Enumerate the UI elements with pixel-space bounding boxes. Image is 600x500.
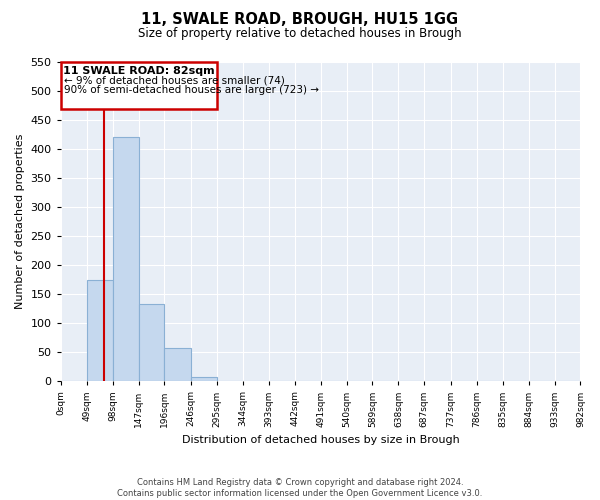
FancyBboxPatch shape [61,62,217,109]
Y-axis label: Number of detached properties: Number of detached properties [15,134,25,309]
Text: Size of property relative to detached houses in Brough: Size of property relative to detached ho… [138,28,462,40]
Bar [139,304,164,382]
Text: ← 9% of detached houses are smaller (74): ← 9% of detached houses are smaller (74) [64,76,285,86]
Bar [164,348,191,382]
X-axis label: Distribution of detached houses by size in Brough: Distribution of detached houses by size … [182,435,460,445]
Text: 90% of semi-detached houses are larger (723) →: 90% of semi-detached houses are larger (… [64,85,319,95]
Bar [347,380,373,382]
Bar [554,380,580,382]
Text: Contains HM Land Registry data © Crown copyright and database right 2024.
Contai: Contains HM Land Registry data © Crown c… [118,478,482,498]
Text: 11, SWALE ROAD, BROUGH, HU15 1GG: 11, SWALE ROAD, BROUGH, HU15 1GG [142,12,458,28]
Bar [217,380,243,382]
Bar [86,280,113,382]
Bar [113,137,139,382]
Bar [191,377,217,382]
Text: 11 SWALE ROAD: 82sqm: 11 SWALE ROAD: 82sqm [63,66,215,76]
